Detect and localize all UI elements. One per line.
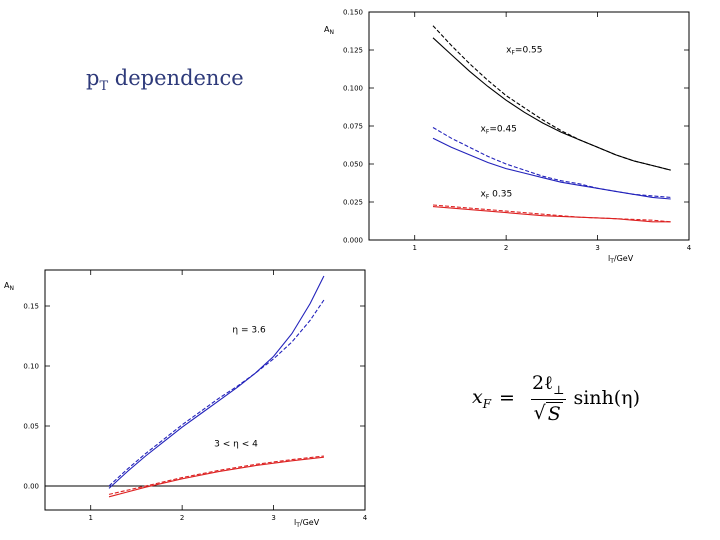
series-line-3 xyxy=(432,137,671,200)
tick-group: 1 2 3 4 0.00 0.05 0.10 0.15 xyxy=(23,270,368,522)
formula-numerator: 2ℓ⊥ xyxy=(531,372,565,397)
y-tick-label: 0.075 xyxy=(343,123,363,131)
x-axis-label: lT/GeV xyxy=(608,254,634,265)
y-tick-label: 0.000 xyxy=(343,237,363,245)
y-tick-label: 0.125 xyxy=(343,47,363,55)
title-sub: T xyxy=(99,79,109,95)
series-group xyxy=(432,25,671,223)
series-group xyxy=(108,275,325,498)
title-main: p xyxy=(86,66,100,90)
annotation-group: η = 3.6 3 < η < 4 xyxy=(214,325,266,449)
y-tick-label: 0.050 xyxy=(343,161,363,169)
y-tick-label: 0.05 xyxy=(23,423,39,431)
series-line-1 xyxy=(432,37,671,171)
title-rest: dependence xyxy=(108,66,244,90)
curve-annotation: η = 3.6 xyxy=(232,325,266,335)
series-line-2 xyxy=(108,299,325,487)
curve-annotation: xF=0.55 xyxy=(506,45,542,56)
slide-title: pT dependence xyxy=(86,66,244,94)
formula-fraction: 2ℓ⊥ √ S xyxy=(529,372,568,425)
curve-annotation: xF=0.45 xyxy=(481,124,517,135)
series-line-2 xyxy=(432,25,671,171)
curve-annotation: 3 < η < 4 xyxy=(214,439,258,449)
x-tick-label: 1 xyxy=(88,514,92,522)
formula-function: sinh(η) xyxy=(573,387,640,410)
x-axis-label: lT/GeV xyxy=(294,518,320,529)
formula-equals: = xyxy=(499,387,515,410)
x-tick-label: 3 xyxy=(271,514,275,522)
y-axis-label: AN xyxy=(4,281,14,292)
x-tick-label: 2 xyxy=(180,514,184,522)
formula-lhs: xF xyxy=(472,386,492,411)
y-tick-label: 0.15 xyxy=(23,303,39,311)
x-tick-label: 3 xyxy=(595,244,599,252)
chart-an-vs-lt-eta: 1 2 3 4 0.00 0.05 0.10 0.15 AN lT/GeV η = 3.6 3 … xyxy=(4,269,368,529)
series-line-1 xyxy=(108,275,325,489)
xf-formula: xF = 2ℓ⊥ √ S sinh(η) xyxy=(472,372,640,425)
x-tick-label: 4 xyxy=(687,244,692,252)
y-tick-label: 0.00 xyxy=(23,483,39,491)
y-tick-label: 0.10 xyxy=(23,363,39,371)
series-line-5 xyxy=(432,206,671,223)
curve-annotation: xF 0.35 xyxy=(481,190,513,201)
formula-denominator: √ S xyxy=(530,398,566,425)
y-tick-label: 0.025 xyxy=(343,199,363,207)
series-line-4 xyxy=(432,127,671,198)
x-tick-label: 4 xyxy=(363,514,368,522)
series-line-4 xyxy=(108,455,324,495)
annotation-group: xF=0.55 xF=0.45 xF 0.35 xyxy=(481,45,543,200)
chart-an-vs-lt-xf: 1 2 3 40.0000.0250.0500.0750.1000.1250.150 … xyxy=(324,9,692,266)
x-tick-label: 1 xyxy=(412,244,416,252)
y-tick-label: 0.150 xyxy=(343,9,363,17)
y-tick-label: 0.100 xyxy=(343,85,363,93)
series-line-3 xyxy=(108,456,324,498)
tick-group: 1 2 3 4 0.000 0.025 0.050 0.075 0.100 0.125 0.150 xyxy=(343,9,692,253)
y-axis-label: AN xyxy=(324,25,334,36)
x-tick-label: 2 xyxy=(504,244,508,252)
plot-frame xyxy=(44,269,366,511)
series-line-6 xyxy=(432,204,671,223)
